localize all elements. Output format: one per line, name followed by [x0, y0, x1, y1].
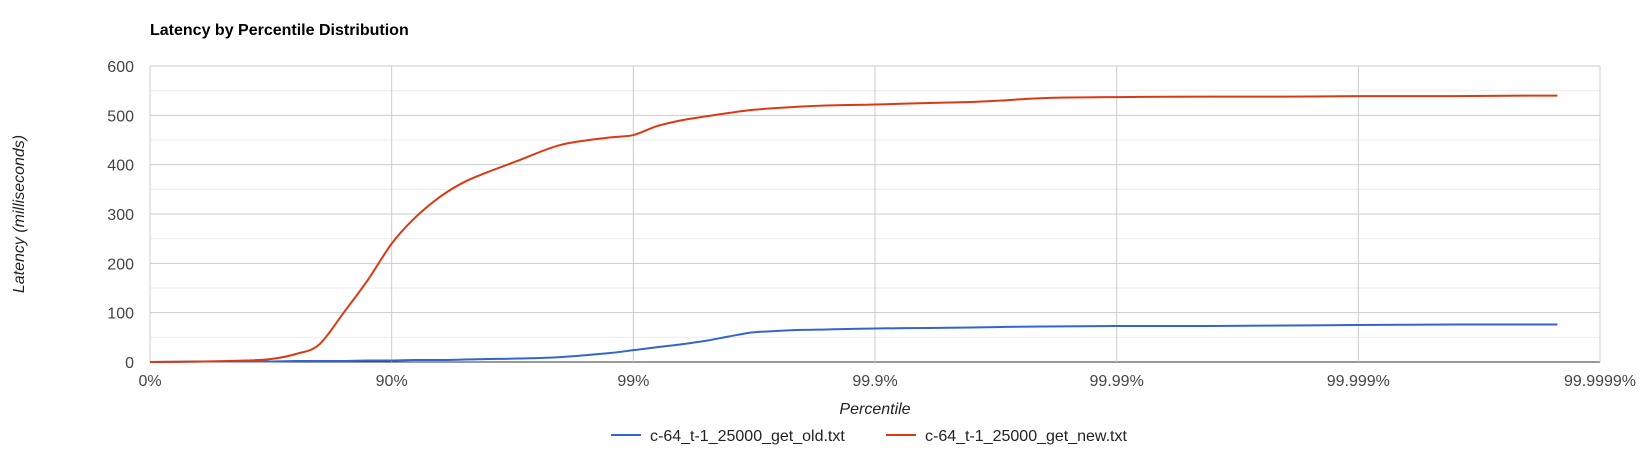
- y-tick-label: 500: [107, 108, 134, 125]
- y-axis-title: Latency (milliseconds): [11, 135, 28, 293]
- x-tick-label: 99.9%: [852, 373, 897, 390]
- y-tick-label: 600: [107, 59, 134, 76]
- x-tick-label: 0%: [138, 373, 161, 390]
- gridlines: [149, 65, 1601, 363]
- x-tick-label: 99.999%: [1327, 373, 1390, 390]
- y-tick-label: 400: [107, 158, 134, 175]
- y-tick-label: 0: [125, 355, 134, 372]
- x-tick-label: 99.9999%: [1564, 373, 1636, 390]
- y-tick-label: 300: [107, 207, 134, 224]
- x-tick-labels: 0% 90% 99% 99.9% 99.99% 99.999% 99.9999%: [138, 373, 1636, 390]
- legend-label-new: c-64_t-1_25000_get_new.txt: [925, 428, 1127, 445]
- y-tick-label: 100: [107, 306, 134, 323]
- x-tick-label: 99%: [617, 373, 649, 390]
- y-tick-label: 200: [107, 256, 134, 273]
- y-tick-labels: 0 100 200 300 400 500 600: [107, 59, 134, 372]
- legend-label-old: c-64_t-1_25000_get_old.txt: [650, 428, 845, 445]
- x-axis-title: Percentile: [839, 401, 910, 418]
- chart-title: Latency by Percentile Distribution: [150, 22, 409, 39]
- x-tick-label: 99.99%: [1090, 373, 1144, 390]
- legend: c-64_t-1_25000_get_old.txt c-64_t-1_2500…: [611, 428, 1127, 445]
- x-tick-label: 90%: [376, 373, 408, 390]
- series-lines: [149, 94, 1558, 363]
- series-line-new: [149, 94, 1558, 363]
- series-line-old: [149, 323, 1558, 363]
